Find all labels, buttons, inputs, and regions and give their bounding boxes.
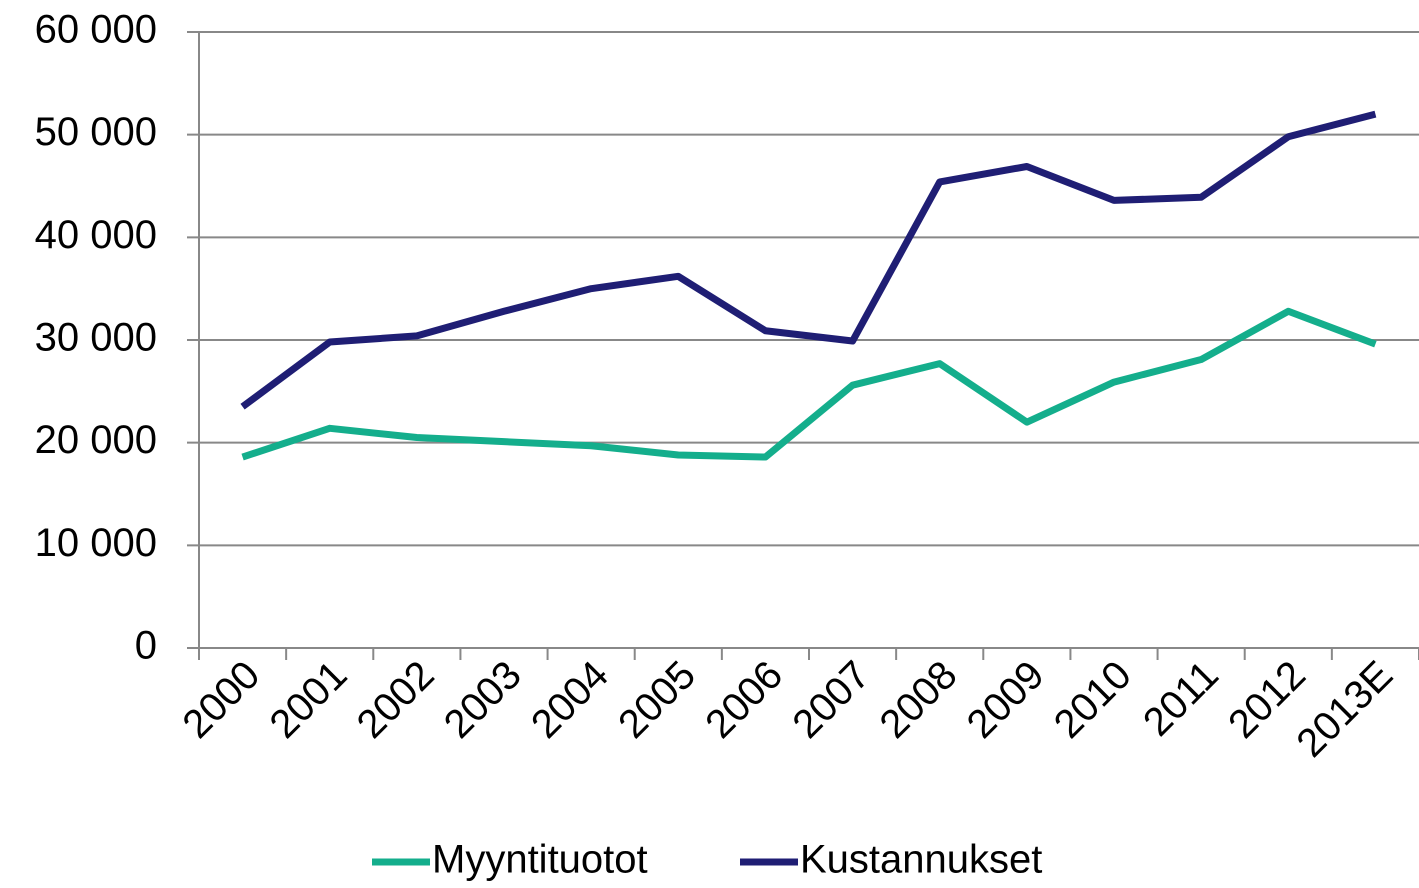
y-tick-label: 20 000 bbox=[35, 418, 157, 462]
x-tick-label: 2010 bbox=[1046, 653, 1140, 747]
y-tick-label: 10 000 bbox=[35, 521, 157, 565]
x-tick-label: 2006 bbox=[697, 653, 791, 747]
x-tick-label: 2001 bbox=[262, 653, 356, 747]
x-tick-label: 2011 bbox=[1135, 653, 1227, 745]
legend-label: Myyntituotot bbox=[432, 838, 648, 882]
y-tick-label: 50 000 bbox=[35, 110, 157, 154]
x-tick-label: 2005 bbox=[610, 653, 704, 747]
legend-label: Kustannukset bbox=[800, 838, 1042, 882]
x-tick-label: 2003 bbox=[436, 653, 530, 747]
x-tick-label: 2000 bbox=[174, 653, 268, 747]
x-tick-label: 2013E bbox=[1288, 653, 1401, 766]
series-line bbox=[240, 110, 1377, 410]
x-tick-label: 2004 bbox=[523, 653, 617, 747]
y-tick-label: 30 000 bbox=[35, 316, 157, 360]
x-tick-label: 2007 bbox=[784, 653, 878, 747]
y-tick-label: 60 000 bbox=[35, 8, 157, 52]
x-tick-label: 2009 bbox=[959, 653, 1053, 747]
y-tick-label: 0 bbox=[135, 624, 157, 668]
x-tick-label: 2002 bbox=[349, 653, 443, 747]
x-tick-label: 2008 bbox=[872, 653, 966, 747]
series-line bbox=[241, 307, 1377, 461]
y-tick-label: 40 000 bbox=[35, 213, 157, 257]
